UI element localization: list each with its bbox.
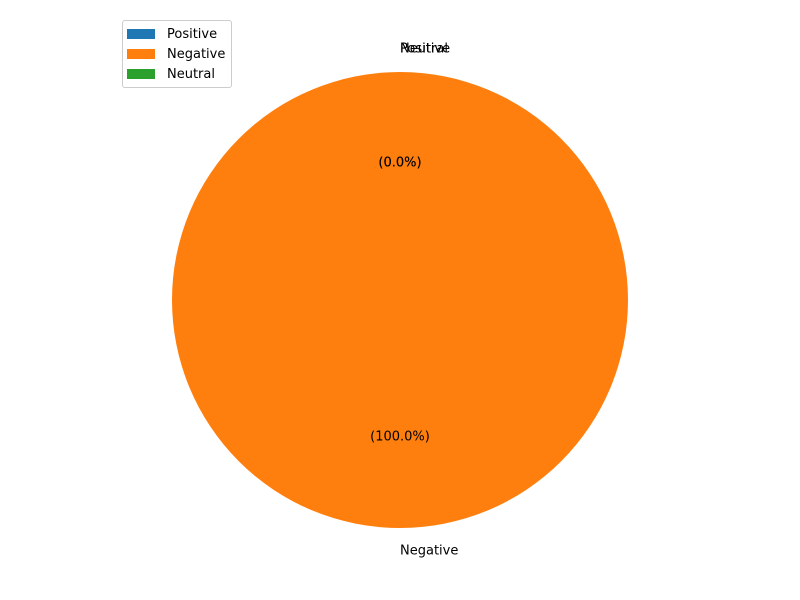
legend-label-negative: Negative — [167, 46, 226, 62]
legend: Positive Negative Neutral — [122, 20, 232, 88]
slice-label-positive: Positive — [400, 42, 450, 57]
legend-item-negative: Negative — [123, 44, 231, 64]
legend-item-positive: Positive — [123, 24, 231, 44]
pct-label-negative: (100.0%) — [370, 429, 430, 444]
legend-label-neutral: Neutral — [167, 66, 215, 82]
legend-item-neutral: Neutral — [123, 64, 231, 84]
legend-swatch-positive — [127, 29, 155, 39]
pie-slice-negative — [172, 72, 628, 528]
legend-label-positive: Positive — [167, 26, 218, 42]
legend-swatch-negative — [127, 49, 155, 59]
pct-label-neutral: (0.0%) — [378, 156, 421, 171]
slice-label-neutral: Neutral — [400, 42, 448, 57]
legend-swatch-neutral — [127, 69, 155, 79]
slice-label-negative: Negative — [400, 543, 458, 558]
pct-label-positive: (0.0%) — [378, 156, 421, 171]
